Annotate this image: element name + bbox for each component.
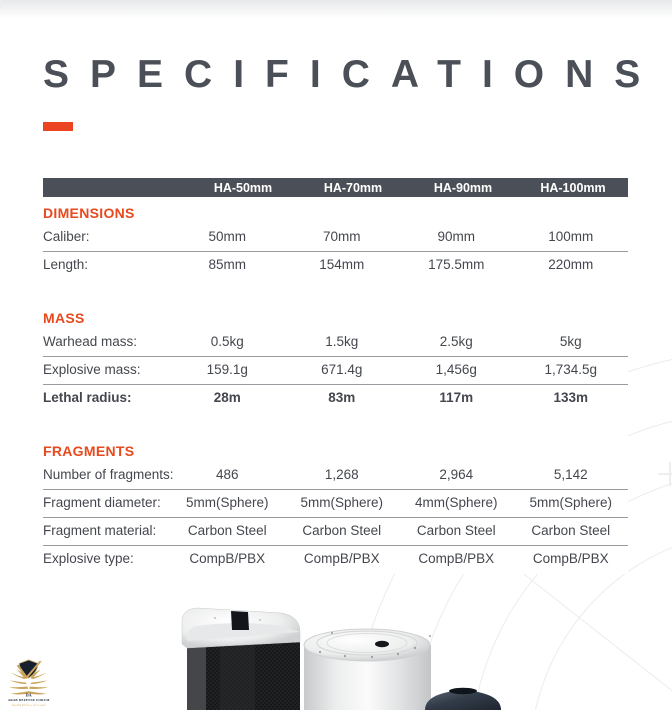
svg-text:DA: DA <box>26 693 33 698</box>
svg-text:ARAB DEFENSE FORUM: ARAB DEFENSE FORUM <box>8 698 50 702</box>
svg-text:المنتدى العربي للدفاع والتسلیح: المنتدى العربي للدفاع والتسلیح <box>12 702 46 706</box>
